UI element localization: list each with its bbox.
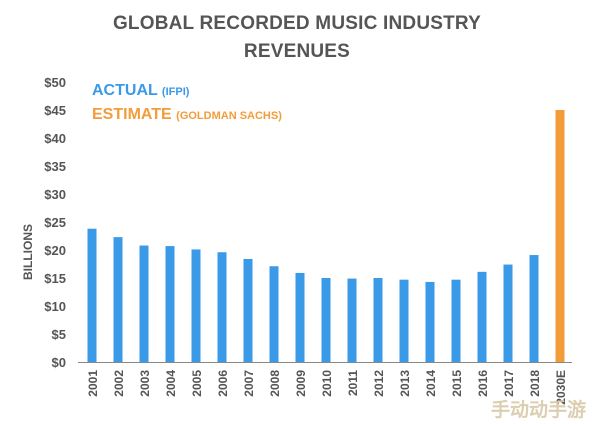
bar-actual [374,278,383,362]
x-tick-label: 2006 [216,370,230,397]
legend-detail: (GOLDMAN SACHS) [176,110,282,122]
bar-estimate [556,110,565,362]
bar-actual [114,237,123,362]
legend-entry: ESTIMATE (GOLDMAN SACHS) [92,106,282,123]
bar-actual [400,280,409,362]
x-tick-label: 2012 [372,370,386,397]
x-tick-label: 2018 [528,370,542,397]
y-tick-label: $15 [44,271,66,286]
watermark-logo: 手动动手游 [491,395,586,422]
bar-actual [452,280,461,362]
legend-name: ACTUAL [92,82,162,99]
y-tick-label: $5 [52,327,66,342]
x-tick-label: 2008 [268,370,282,397]
legend-entry: ACTUAL (IFPI) [92,82,190,99]
y-tick-label: $20 [44,243,66,258]
x-tick-label: 2001 [86,370,100,397]
y-tick-label: $50 [44,75,66,90]
legend-name: ESTIMATE [92,106,176,123]
x-tick-label: 2017 [502,370,516,397]
x-tick-label: 2005 [190,370,204,397]
x-tick-label: 2009 [294,370,308,397]
y-tick-label: $10 [44,299,66,314]
x-tick-label: 2013 [398,370,412,397]
bar-actual [218,252,227,362]
y-tick-label: $35 [44,159,66,174]
bar-actual [88,229,97,362]
bar-actual [322,278,331,362]
y-tick-label: $0 [52,355,66,370]
bar-actual [270,266,279,362]
y-tick-label: $45 [44,103,66,118]
x-tick-label: 2015 [450,370,464,397]
bar-actual [504,265,513,362]
bar-actual [530,255,539,362]
y-tick-label: $25 [44,215,66,230]
bar-actual [296,273,305,362]
x-tick-label: 2010 [320,370,334,397]
bar-actual [244,259,253,362]
x-tick-label: 2007 [242,370,256,397]
x-tick-label: 2011 [346,370,360,396]
y-tick-label: $30 [44,187,66,202]
x-tick-label: 2014 [424,370,438,397]
bar-actual [192,249,201,362]
x-tick-label: 2003 [138,370,152,397]
bar-actual [166,246,175,362]
bar-actual [140,246,149,362]
bar-actual [426,282,435,362]
x-tick-label: 2016 [476,370,490,397]
x-tick-label: 2002 [112,370,126,397]
bar-actual [478,272,487,362]
x-tick-label: 2004 [164,370,178,397]
bar-actual [348,279,357,362]
legend-detail: (IFPI) [162,86,190,98]
y-tick-label: $40 [44,131,66,146]
y-axis-title: BILLIONS [21,224,35,280]
